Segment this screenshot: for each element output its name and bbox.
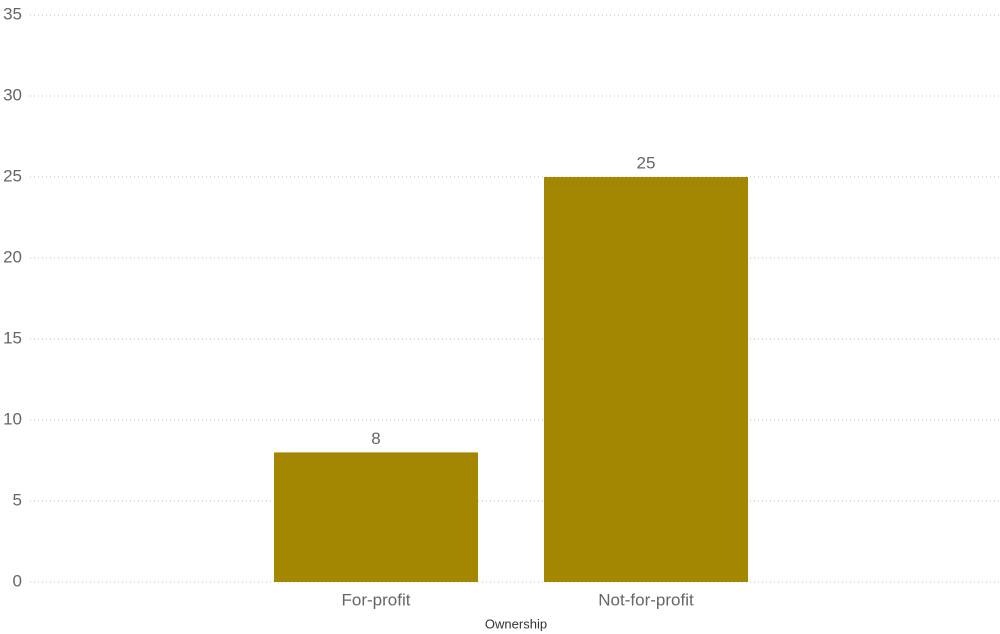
x-tick-label: Not-for-profit	[598, 590, 694, 609]
data-label: 8	[371, 429, 380, 448]
bar	[274, 452, 478, 582]
y-tick-label: 30	[3, 85, 22, 104]
x-tick-label: For-profit	[342, 590, 411, 609]
x-axis-title: Ownership	[485, 616, 547, 631]
y-tick-label: 25	[3, 166, 22, 185]
y-tick-label: 0	[13, 571, 22, 590]
y-tick-label: 35	[3, 4, 22, 23]
y-tick-label: 20	[3, 247, 22, 266]
y-tick-label: 10	[3, 409, 22, 428]
data-label: 25	[637, 153, 656, 172]
y-tick-label: 15	[3, 328, 22, 347]
bar	[544, 177, 748, 582]
y-tick-label: 5	[13, 490, 22, 509]
